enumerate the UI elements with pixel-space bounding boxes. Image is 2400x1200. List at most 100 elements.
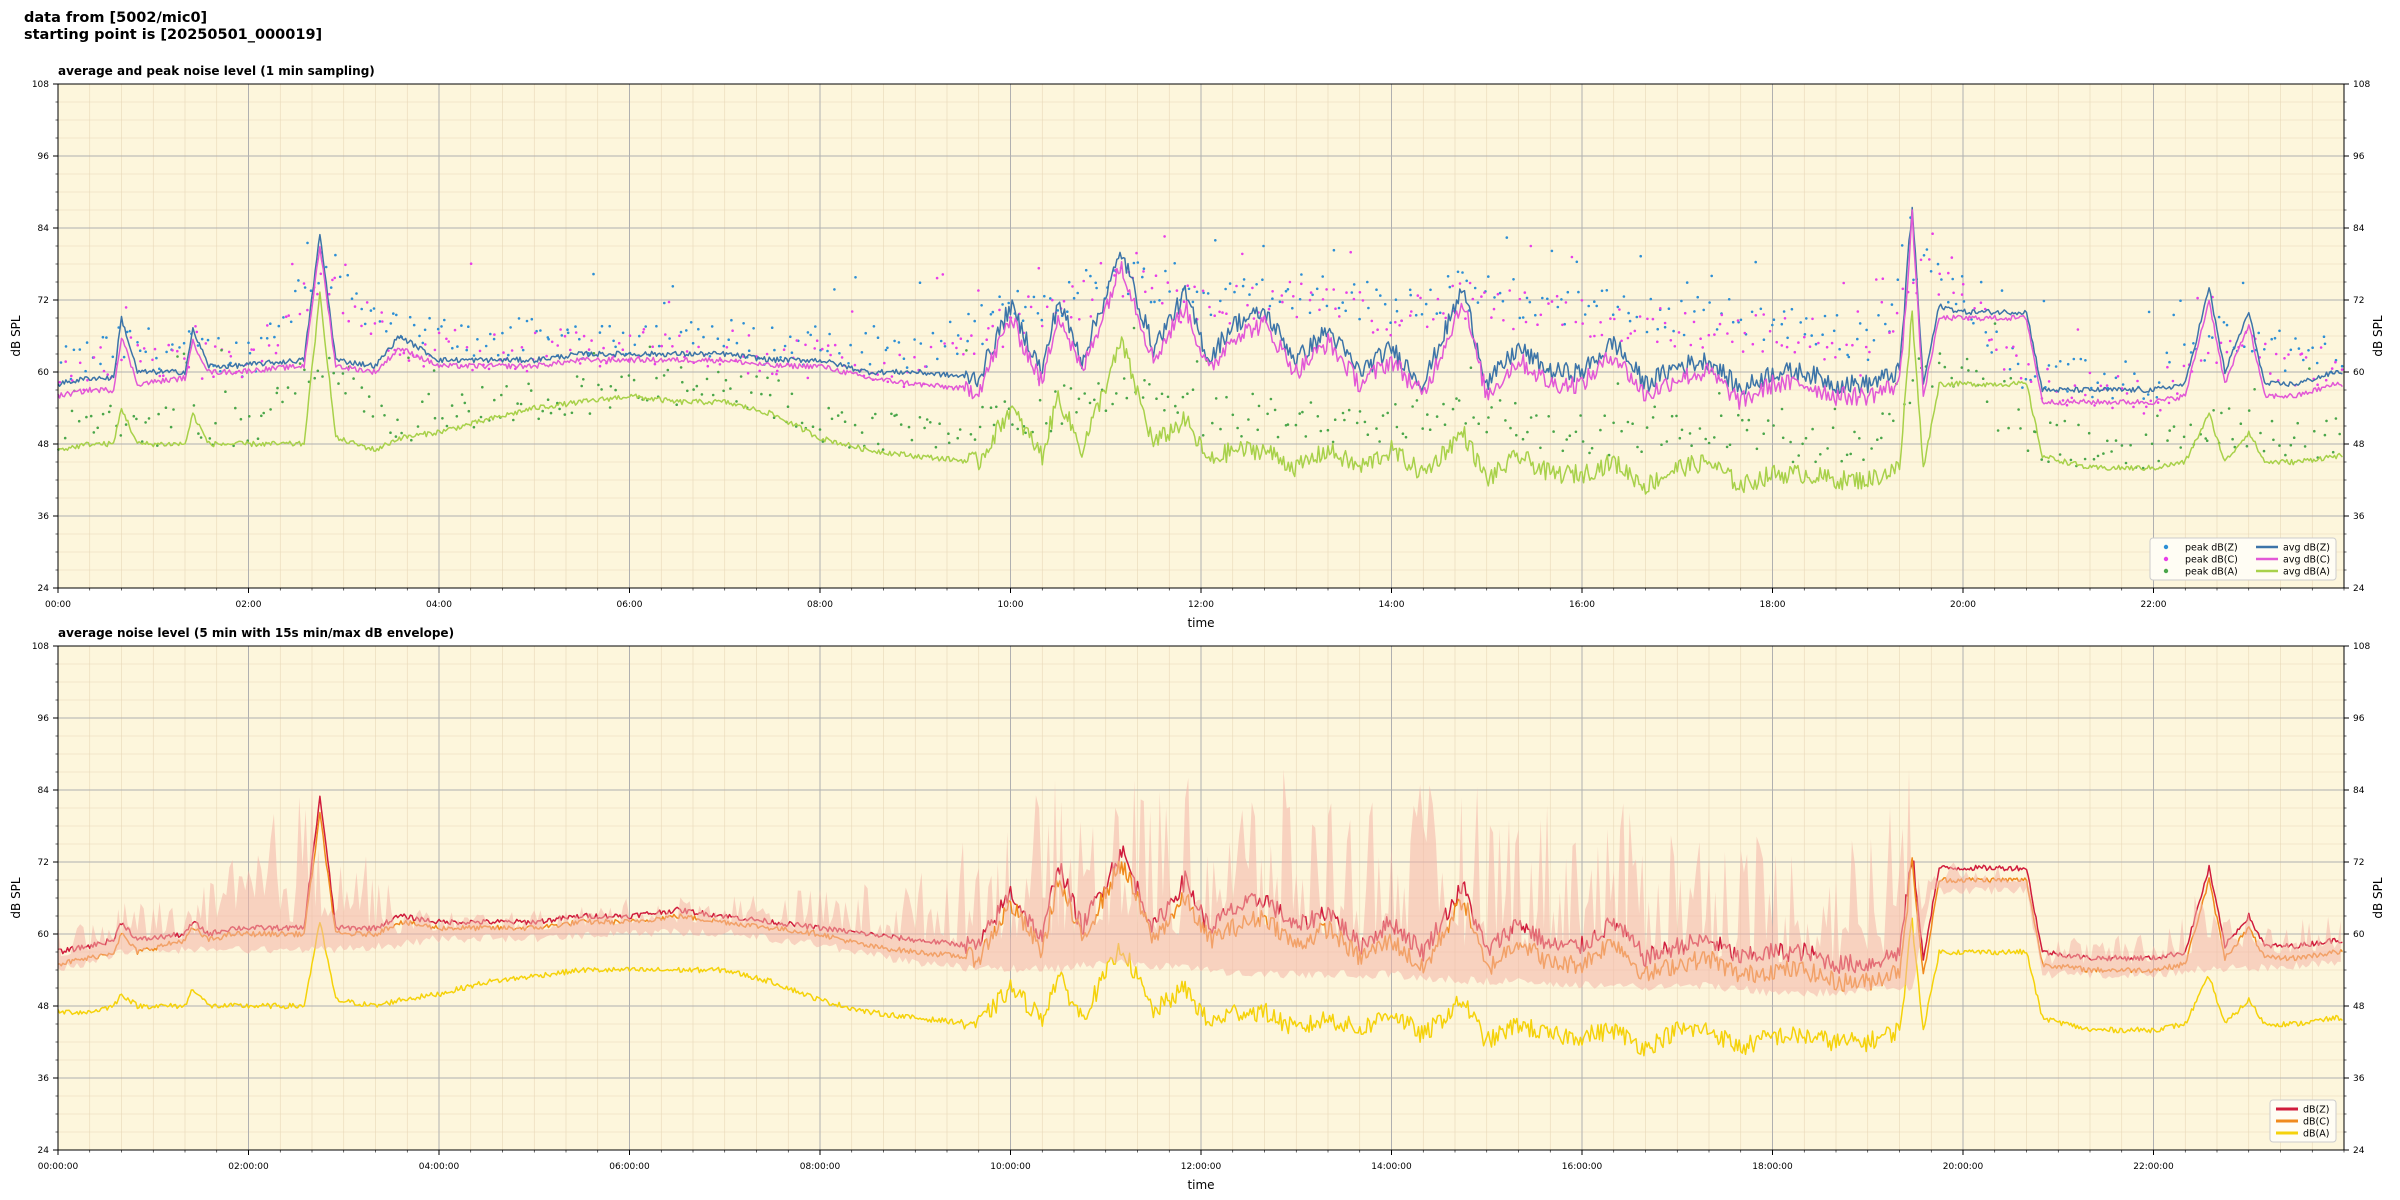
point-peak-db-c	[139, 360, 142, 363]
point-peak-db-c	[1524, 320, 1528, 324]
point-peak-db-a	[1509, 426, 1512, 430]
point-peak-db-a	[1022, 425, 1026, 428]
point-peak-db-z	[1476, 301, 1480, 304]
point-peak-db-c	[1880, 300, 1884, 304]
point-peak-db-a	[1718, 392, 1721, 395]
point-peak-db-c	[373, 322, 377, 325]
point-peak-db-z	[2146, 393, 2150, 396]
point-peak-db-a	[1075, 411, 1078, 414]
point-peak-db-z	[708, 355, 712, 358]
point-peak-db-c	[2330, 367, 2334, 370]
point-peak-db-a	[1163, 409, 1166, 412]
point-peak-db-z	[1383, 302, 1387, 306]
point-peak-db-z	[85, 341, 89, 344]
point-peak-db-c	[1471, 297, 1475, 301]
point-peak-db-a	[609, 385, 613, 388]
point-peak-db-c	[545, 354, 548, 358]
point-peak-db-z	[1838, 347, 1841, 351]
point-peak-db-c	[1656, 340, 1659, 344]
point-peak-db-c	[1280, 294, 1284, 297]
point-peak-db-a	[164, 406, 168, 410]
point-peak-db-a	[1535, 414, 1538, 417]
point-peak-db-a	[608, 406, 612, 409]
point-peak-db-a	[1547, 415, 1550, 418]
point-peak-db-c	[129, 336, 133, 339]
point-peak-db-c	[1175, 289, 1179, 292]
point-peak-db-z	[2059, 360, 2062, 363]
point-peak-db-c	[1754, 314, 1758, 317]
point-peak-db-z	[1560, 298, 1563, 301]
point-peak-db-c	[162, 374, 165, 378]
point-peak-db-a	[176, 355, 179, 358]
point-peak-db-c	[471, 368, 474, 372]
point-peak-db-z	[2157, 381, 2161, 384]
point-peak-db-c	[1201, 289, 1205, 293]
point-peak-db-c	[951, 341, 954, 345]
point-peak-db-c	[92, 356, 96, 359]
point-peak-db-a	[394, 435, 398, 438]
legend-entry-avg-db-a: avg dB(A)	[2283, 567, 2330, 578]
point-peak-db-z	[742, 322, 745, 325]
point-peak-db-c	[746, 372, 750, 375]
point-peak-db-z	[2155, 396, 2159, 399]
point-peak-db-z	[273, 335, 276, 339]
point-peak-db-z	[1325, 304, 1329, 308]
point-peak-db-a	[1781, 436, 1785, 440]
point-peak-db-c	[1570, 255, 1574, 259]
point-peak-db-c	[1099, 261, 1103, 265]
legend-entry-avg-db-z: avg dB(Z)	[2283, 543, 2330, 554]
point-peak-db-c	[120, 358, 123, 362]
point-peak-db-c	[1864, 345, 1868, 349]
point-peak-db-z	[1255, 283, 1258, 286]
point-peak-db-c	[1881, 277, 1885, 281]
point-peak-db-z	[806, 331, 810, 334]
point-peak-db-a	[1201, 434, 1205, 437]
point-peak-db-c	[520, 346, 524, 349]
point-peak-db-a	[281, 400, 284, 404]
point-peak-db-c	[776, 369, 779, 373]
point-peak-db-a	[907, 425, 911, 429]
point-peak-db-z	[1298, 298, 1302, 301]
point-peak-db-z	[897, 341, 901, 344]
point-peak-db-z	[303, 286, 307, 289]
point-peak-db-a	[316, 369, 320, 373]
point-peak-db-z	[1821, 333, 1824, 337]
point-peak-db-a	[352, 377, 355, 380]
point-peak-db-z	[476, 338, 479, 341]
point-peak-db-a	[1442, 402, 1445, 406]
point-peak-db-c	[1574, 320, 1578, 324]
point-peak-db-z	[1702, 308, 1705, 312]
point-peak-db-a	[1485, 430, 1488, 434]
point-peak-db-a	[2270, 419, 2274, 423]
point-peak-db-z	[144, 350, 147, 354]
point-peak-db-z	[2084, 359, 2087, 362]
point-peak-db-c	[2215, 361, 2218, 365]
point-peak-db-a	[1097, 382, 1100, 385]
point-peak-db-z	[2047, 364, 2051, 367]
point-peak-db-c	[2015, 354, 2018, 357]
point-peak-db-z	[638, 334, 641, 338]
point-peak-db-c	[747, 334, 751, 337]
point-peak-db-a	[1590, 446, 1594, 450]
point-peak-db-a	[1908, 401, 1912, 405]
point-peak-db-a	[2156, 414, 2159, 418]
point-peak-db-a	[450, 404, 454, 407]
point-peak-db-a	[1083, 392, 1086, 395]
point-peak-db-z	[78, 348, 82, 351]
point-peak-db-a	[2331, 450, 2335, 454]
point-peak-db-z	[847, 362, 850, 365]
point-peak-db-a	[1395, 425, 1399, 429]
y-tick-label: 60	[38, 930, 50, 940]
point-peak-db-c	[1267, 307, 1271, 311]
point-peak-db-c	[2319, 346, 2323, 349]
point-peak-db-c	[1300, 282, 1303, 286]
point-peak-db-c	[1683, 311, 1687, 315]
point-peak-db-a	[1811, 427, 1814, 431]
series-peak-db-a	[57, 322, 2341, 470]
point-peak-db-z	[1278, 300, 1282, 304]
point-peak-db-c	[1736, 319, 1740, 322]
point-peak-db-c	[1564, 301, 1568, 304]
point-peak-db-c	[1154, 274, 1158, 278]
point-peak-db-z	[1268, 304, 1272, 308]
point-peak-db-z	[727, 338, 730, 342]
